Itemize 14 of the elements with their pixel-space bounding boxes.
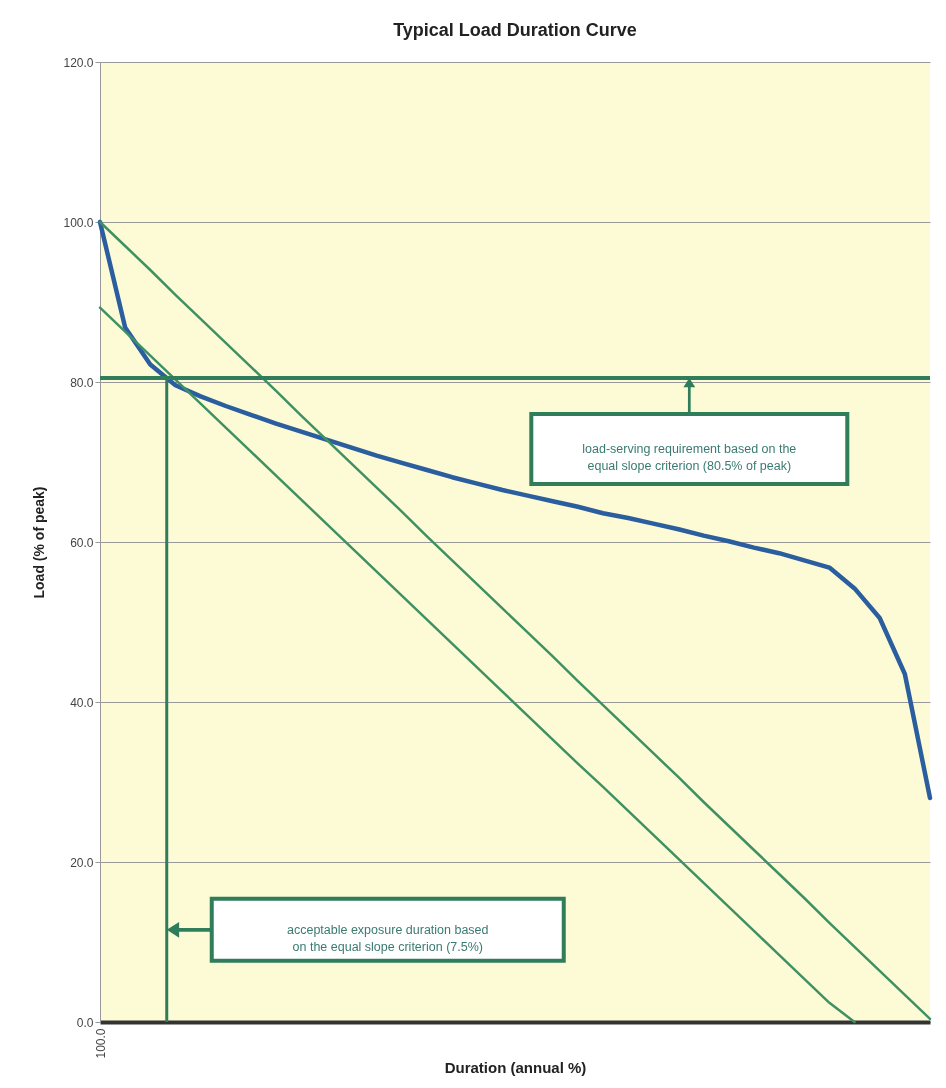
y-tick-label: 20.0: [70, 855, 94, 870]
y-tick-label: 60.0: [70, 535, 94, 550]
annotation: load-serving requirement based on the equal slope criterion (80.5% of peak): [582, 442, 797, 473]
line-series: [97, 219, 933, 801]
y-tick-label: 120.0: [63, 55, 94, 70]
y-tick-label: 80.0: [70, 375, 94, 390]
annotation: acceptable exposure duration based on the equal slope criterion (7.5%): [286, 922, 489, 954]
y-axis-title: Load (% of peak): [31, 486, 48, 599]
chart-title: Typical Load Duration Curve: [393, 20, 637, 40]
y-tick-label: 40.0: [70, 695, 94, 710]
y-tick-label: 0.0: [76, 1015, 94, 1030]
x-axis-title: Duration (annual %): [444, 1058, 587, 1076]
line-series: [98, 306, 856, 1024]
y-tick-label: 100.0: [63, 215, 94, 230]
